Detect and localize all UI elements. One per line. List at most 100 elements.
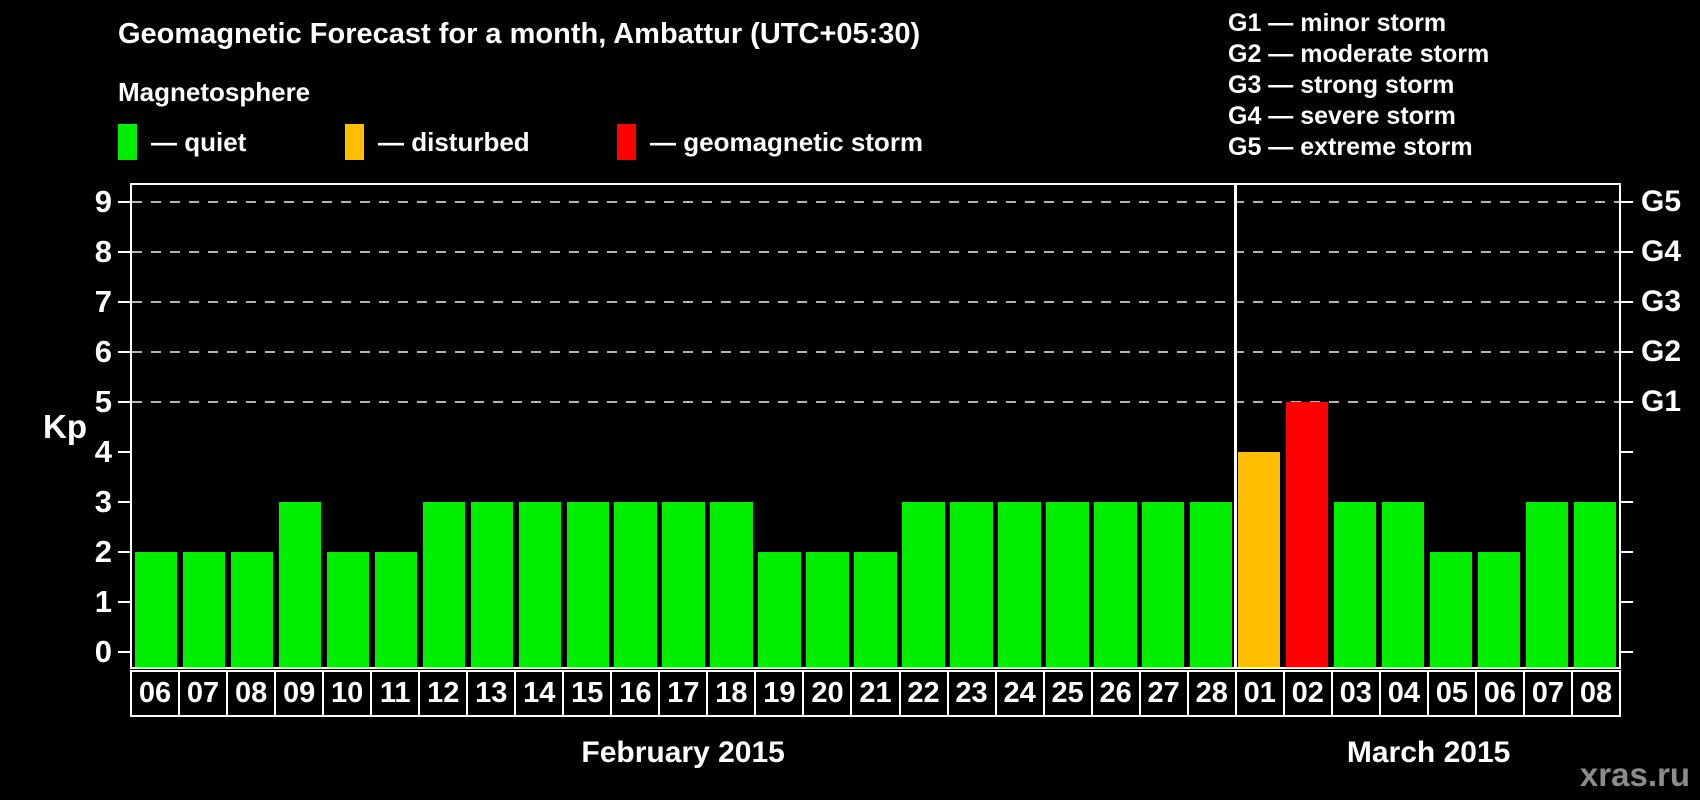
right-axis-tick	[1621, 350, 1633, 353]
legend-title: Magnetosphere	[118, 77, 311, 107]
date-label: 20	[804, 672, 853, 715]
kp-bar	[1477, 551, 1521, 667]
y-axis-tick	[118, 600, 130, 603]
y-axis-tick	[118, 500, 130, 503]
kp-bar	[278, 501, 322, 667]
y-axis-tick	[118, 350, 130, 353]
y-axis-tick	[118, 200, 130, 203]
g-tick-label: G1	[1641, 384, 1682, 418]
kp-bar	[182, 551, 226, 667]
kp-bar	[998, 501, 1041, 667]
date-label: 13	[468, 672, 517, 715]
right-axis-tick	[1621, 450, 1633, 453]
date-label: 19	[756, 672, 805, 715]
kp-bar	[230, 551, 274, 667]
g5-legend-line: G5 — extreme storm	[1228, 133, 1473, 161]
kp-bar	[950, 501, 993, 667]
date-label: 14	[516, 672, 565, 715]
g-tick-label: G3	[1641, 284, 1682, 318]
y-axis-tick	[118, 250, 130, 253]
right-axis-tick	[1621, 300, 1633, 303]
date-label: 26	[1093, 672, 1141, 715]
g-tick-label: G4	[1641, 234, 1682, 268]
kp-bar	[1573, 501, 1617, 667]
right-axis-tick	[1621, 500, 1633, 503]
right-axis-tick	[1621, 200, 1633, 203]
kp-bar	[134, 551, 178, 667]
date-label: 04	[1381, 672, 1429, 715]
kp-bar	[422, 501, 465, 667]
y-tick-label: 9	[94, 183, 112, 219]
gridline-kp-5	[132, 400, 1619, 403]
g2-legend-line: G2 — moderate storm	[1228, 40, 1490, 68]
date-label: 18	[708, 672, 757, 715]
date-label: 06	[132, 672, 181, 715]
date-label: 21	[852, 672, 901, 715]
storm-color-swatch	[617, 124, 636, 160]
kp-bar	[518, 501, 561, 667]
kp-bar	[1142, 501, 1185, 667]
y-axis-tick	[118, 450, 130, 453]
right-axis-tick	[1621, 650, 1633, 653]
y-axis-tick	[118, 300, 130, 303]
kp-bar	[854, 551, 897, 667]
y-tick-label: 6	[94, 333, 112, 369]
legend-label-quiet: — quiet	[151, 126, 247, 157]
month-label: March 2015	[1346, 736, 1511, 769]
kp-bar	[662, 501, 705, 667]
y-axis-tick	[118, 650, 130, 653]
kp-bar	[326, 551, 370, 667]
y-tick-label: 3	[94, 483, 112, 519]
kp-bar	[1238, 451, 1281, 667]
date-label: 07	[180, 672, 229, 715]
legend-item-storm: — geomagnetic storm	[617, 122, 923, 162]
date-label: 15	[564, 672, 613, 715]
kp-bar	[374, 551, 417, 667]
right-axis-tick	[1621, 400, 1633, 403]
y-tick-label: 4	[94, 433, 112, 469]
y-tick-label: 8	[94, 233, 112, 269]
date-label: 28	[1189, 672, 1237, 715]
g3-legend-line: G3 — strong storm	[1228, 71, 1455, 99]
kp-bar	[614, 501, 657, 667]
kp-bar	[1333, 501, 1377, 667]
y-tick-label: 5	[94, 383, 112, 419]
y-axis-title: Kp	[43, 408, 87, 445]
kp-bar	[1046, 501, 1089, 667]
date-label: 05	[1429, 672, 1477, 715]
date-label: 11	[372, 672, 421, 715]
y-tick-label: 0	[94, 633, 112, 669]
kp-bar	[1094, 501, 1137, 667]
kp-bar	[470, 501, 513, 667]
y-tick-label: 7	[94, 283, 112, 319]
legend-item-quiet: — quiet	[118, 122, 246, 162]
date-label: 09	[276, 672, 325, 715]
watermark: xras.ru	[1579, 756, 1690, 793]
kp-bar	[1286, 401, 1329, 667]
gridline-kp-9	[132, 200, 1619, 203]
g-tick-label: G5	[1641, 184, 1682, 218]
g4-legend-line: G4 — severe storm	[1228, 102, 1456, 130]
date-label: 27	[1141, 672, 1189, 715]
y-axis-tick	[118, 400, 130, 403]
date-label: 22	[901, 672, 949, 715]
date-label: 17	[660, 672, 709, 715]
legend-label-storm: — geomagnetic storm	[650, 126, 924, 157]
date-label: 16	[612, 672, 661, 715]
plot-area: 0 1 2 3 4 5 6 7 8 9 G1 G2 G3 G4 G5	[95, 183, 1681, 669]
y-tick-label: 1	[94, 583, 112, 619]
right-axis-tick	[1621, 550, 1633, 553]
date-label: 24	[997, 672, 1045, 715]
y-tick-label: 2	[94, 533, 112, 569]
date-label: 12	[420, 672, 469, 715]
month-label: February 2015	[581, 736, 785, 769]
chart-title: Geomagnetic Forecast for a month, Ambatt…	[118, 18, 921, 50]
kp-bar	[902, 501, 945, 667]
y-axis-tick	[118, 550, 130, 553]
kp-bar	[1429, 551, 1473, 667]
kp-bar	[710, 501, 753, 667]
date-label: 03	[1333, 672, 1381, 715]
date-axis: 06 07 08 09 10 11 12 13 14 15 16 17 18 19 20 21 22 23 24 25…	[130, 670, 1621, 717]
kp-bar	[1190, 501, 1233, 667]
date-label: 01	[1237, 672, 1285, 715]
